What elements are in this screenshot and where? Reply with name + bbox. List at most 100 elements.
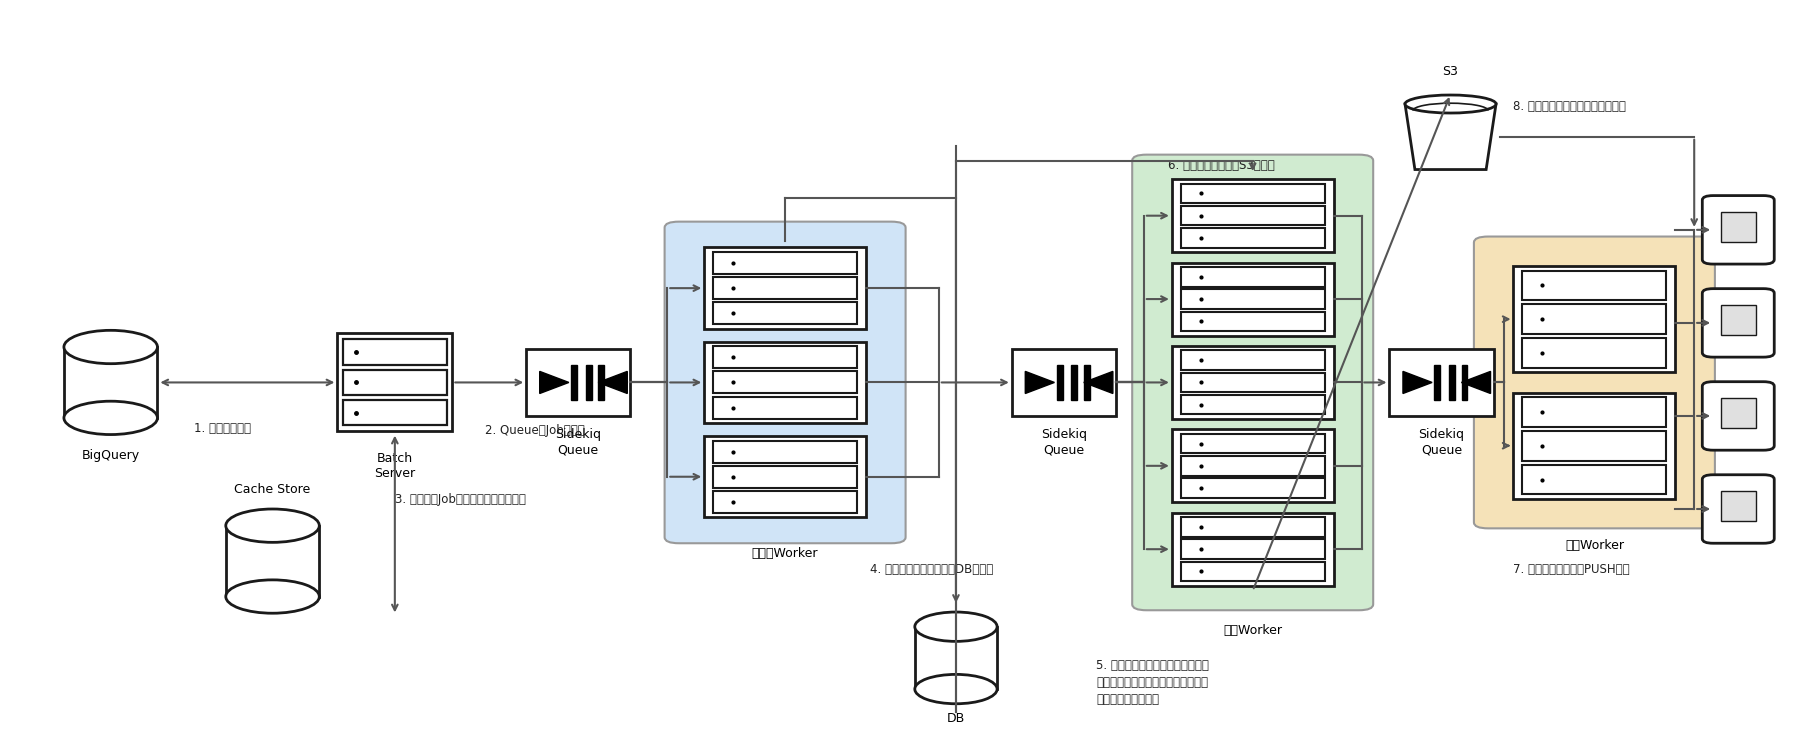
Ellipse shape (63, 330, 157, 364)
Bar (1173, 513, 1333, 586)
Bar (1084, 365, 1090, 400)
Bar (1721, 491, 1755, 521)
Bar (1721, 212, 1755, 242)
Bar (1057, 365, 1063, 400)
Bar (343, 400, 447, 425)
Text: 合成Worker: 合成Worker (1223, 624, 1283, 638)
Bar (1721, 398, 1755, 427)
Ellipse shape (915, 612, 998, 641)
Bar (1523, 465, 1667, 494)
Bar (343, 340, 447, 364)
Bar (713, 346, 857, 368)
Text: Cache Store: Cache Store (235, 484, 310, 496)
Bar (915, 627, 998, 689)
Bar (1449, 365, 1454, 400)
Bar (704, 248, 866, 328)
Text: Sidekiq
Queue: Sidekiq Queue (556, 428, 601, 456)
Bar (1182, 206, 1324, 226)
Text: 8. 生成されたステッカーを届ける: 8. 生成されたステッカーを届ける (1514, 100, 1627, 112)
Bar (713, 466, 857, 488)
Bar (1182, 311, 1324, 331)
Bar (1182, 184, 1324, 203)
Text: Sidekiq
Queue: Sidekiq Queue (1041, 428, 1086, 456)
Bar (713, 491, 857, 513)
Bar (63, 347, 157, 418)
Bar (1182, 373, 1324, 392)
Bar (1721, 305, 1755, 334)
Bar (1523, 304, 1667, 334)
Bar (704, 342, 866, 423)
Text: 3. どこまでJobを穏んだか履歴を保存: 3. どこまでJobを穏んだか履歴を保存 (395, 493, 525, 506)
Text: BigQuery: BigQuery (81, 449, 139, 462)
Bar (1514, 266, 1676, 372)
Polygon shape (1405, 104, 1496, 170)
FancyBboxPatch shape (1703, 289, 1775, 357)
Bar (1182, 350, 1324, 370)
Bar (1514, 393, 1676, 499)
Ellipse shape (1405, 95, 1496, 113)
Bar (1182, 228, 1324, 248)
Ellipse shape (226, 580, 319, 614)
Polygon shape (1404, 371, 1432, 394)
Text: 配信Worker: 配信Worker (1564, 539, 1624, 552)
Bar (713, 371, 857, 394)
Text: 5. 前段で択出した合成対象の顔を
取得し、テンプレートと合成してス
テッカー画像を生成: 5. 前段で択出した合成対象の顔を 取得し、テンプレートと合成してス テッカー画… (1097, 659, 1209, 706)
Bar (1523, 338, 1667, 368)
Polygon shape (539, 371, 568, 394)
Bar (1173, 346, 1333, 419)
Bar (1523, 431, 1667, 460)
Bar (572, 365, 577, 400)
Bar (586, 365, 592, 400)
Text: 7. 配信準備完了後、PUSH通知: 7. 配信準備完了後、PUSH通知 (1514, 562, 1631, 575)
Bar (1182, 562, 1324, 581)
Bar (1182, 539, 1324, 559)
Polygon shape (1084, 371, 1113, 394)
Text: Batch
Server: Batch Server (373, 452, 415, 480)
Bar (1182, 478, 1324, 498)
Bar (1182, 433, 1324, 453)
Bar (704, 436, 866, 517)
Ellipse shape (226, 509, 319, 542)
Polygon shape (1461, 371, 1490, 394)
Bar (1182, 267, 1324, 286)
Bar (337, 334, 453, 431)
Bar (1182, 518, 1324, 537)
Bar (599, 365, 604, 400)
Bar (1072, 365, 1077, 400)
Bar (527, 349, 630, 416)
Bar (713, 252, 857, 274)
Text: 1. 対象家族択出: 1. 対象家族択出 (195, 422, 251, 435)
FancyBboxPatch shape (1703, 475, 1775, 543)
Polygon shape (1025, 371, 1054, 394)
Bar (1182, 395, 1324, 415)
Bar (226, 526, 319, 596)
Polygon shape (599, 371, 628, 394)
Bar (1523, 397, 1667, 427)
Bar (713, 397, 857, 418)
Bar (1173, 429, 1333, 502)
Bar (713, 277, 857, 299)
Bar (1434, 365, 1440, 400)
Text: S3: S3 (1443, 64, 1458, 78)
FancyBboxPatch shape (664, 222, 906, 543)
Bar (1182, 290, 1324, 309)
FancyBboxPatch shape (1474, 236, 1716, 528)
FancyBboxPatch shape (1703, 382, 1775, 450)
Bar (1182, 456, 1324, 476)
Text: 2. QueueにJobを穏む: 2. QueueにJobを穏む (485, 424, 584, 437)
Ellipse shape (915, 674, 998, 704)
Bar (1523, 271, 1667, 300)
Text: DB: DB (947, 712, 965, 725)
FancyBboxPatch shape (1703, 196, 1775, 264)
Bar (1389, 349, 1494, 416)
Bar (1173, 262, 1333, 335)
Bar (1461, 365, 1467, 400)
Ellipse shape (63, 401, 157, 434)
Text: 顔抽出Worker: 顔抽出Worker (752, 547, 819, 560)
Text: Sidekiq
Queue: Sidekiq Queue (1418, 428, 1465, 456)
Text: 6. ステッカー画像はS3に保存: 6. ステッカー画像はS3に保存 (1169, 159, 1275, 172)
Bar (713, 302, 857, 325)
Bar (343, 370, 447, 395)
FancyBboxPatch shape (1133, 154, 1373, 610)
Bar (713, 440, 857, 463)
